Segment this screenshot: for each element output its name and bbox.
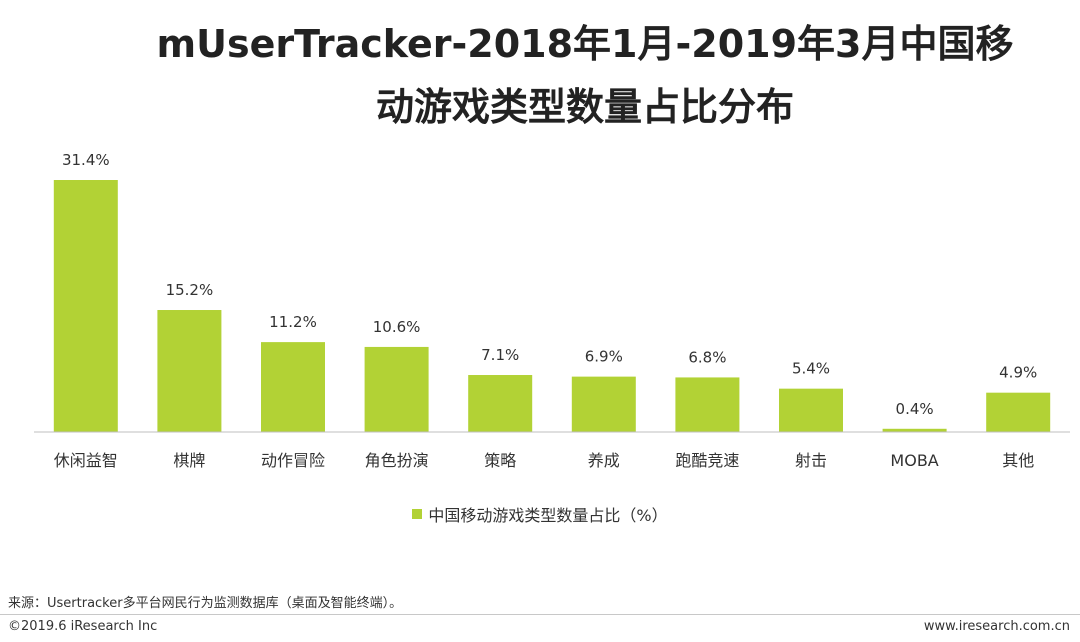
category-label-2: 动作冒险: [261, 451, 325, 470]
category-label-6: 跑酷竞速: [675, 451, 739, 470]
bar-2: [261, 342, 325, 432]
category-label-0: 休闲益智: [54, 451, 118, 470]
bar-1: [157, 310, 222, 432]
value-label-9: 4.9%: [999, 364, 1037, 382]
legend-swatch: [412, 509, 423, 519]
bar-3: [364, 346, 429, 432]
chart-title-line1: mUserTracker-2018年1月-2019年3月中国移: [156, 22, 1014, 66]
value-label-0: 31.4%: [62, 151, 110, 169]
site-url: www.iresearch.com.cn: [923, 619, 1070, 634]
value-label-1: 15.2%: [166, 281, 214, 299]
bar-0: [53, 180, 118, 432]
legend-label: 中国移动游戏类型数量占比（%）: [428, 506, 668, 525]
category-label-3: 角色扮演: [365, 451, 429, 470]
category-label-9: 其他: [1002, 451, 1034, 470]
category-label-4: 策略: [484, 451, 516, 470]
bar-5: [571, 376, 636, 432]
copyright-text: ©2019.6 iResearch Inc: [8, 619, 158, 634]
category-label-5: 养成: [588, 451, 620, 470]
chart-title-line2: 动游戏类型数量占比分布: [375, 85, 794, 129]
legend: 中国移动游戏类型数量占比（%）: [0, 502, 1080, 526]
bar-6: [675, 377, 740, 432]
bar-9: [986, 392, 1051, 432]
bar-chart: 31.4% 休闲益智 15.2% 棋牌 11.2% 动作冒险 10.6% 角色扮演 7.1% 策略…: [34, 151, 1070, 470]
value-label-3: 10.6%: [373, 318, 421, 336]
category-label-1: 棋牌: [173, 451, 205, 470]
value-label-4: 7.1%: [481, 346, 519, 364]
category-label-8: MOBA: [890, 451, 938, 470]
category-label-7: 射击: [795, 451, 827, 470]
value-label-5: 6.9%: [585, 348, 623, 366]
value-label-8: 0.4%: [896, 400, 934, 418]
source-note: 来源：Usertracker多平台网民行为监测数据库（桌面及智能终端）。: [8, 596, 403, 611]
value-label-2: 11.2%: [269, 313, 317, 331]
bar-8: [882, 428, 947, 432]
bar-4: [468, 375, 533, 432]
value-label-7: 5.4%: [792, 360, 830, 378]
value-label-6: 6.8%: [688, 348, 726, 366]
bar-7: [779, 388, 843, 432]
footer-divider: [0, 614, 1080, 615]
